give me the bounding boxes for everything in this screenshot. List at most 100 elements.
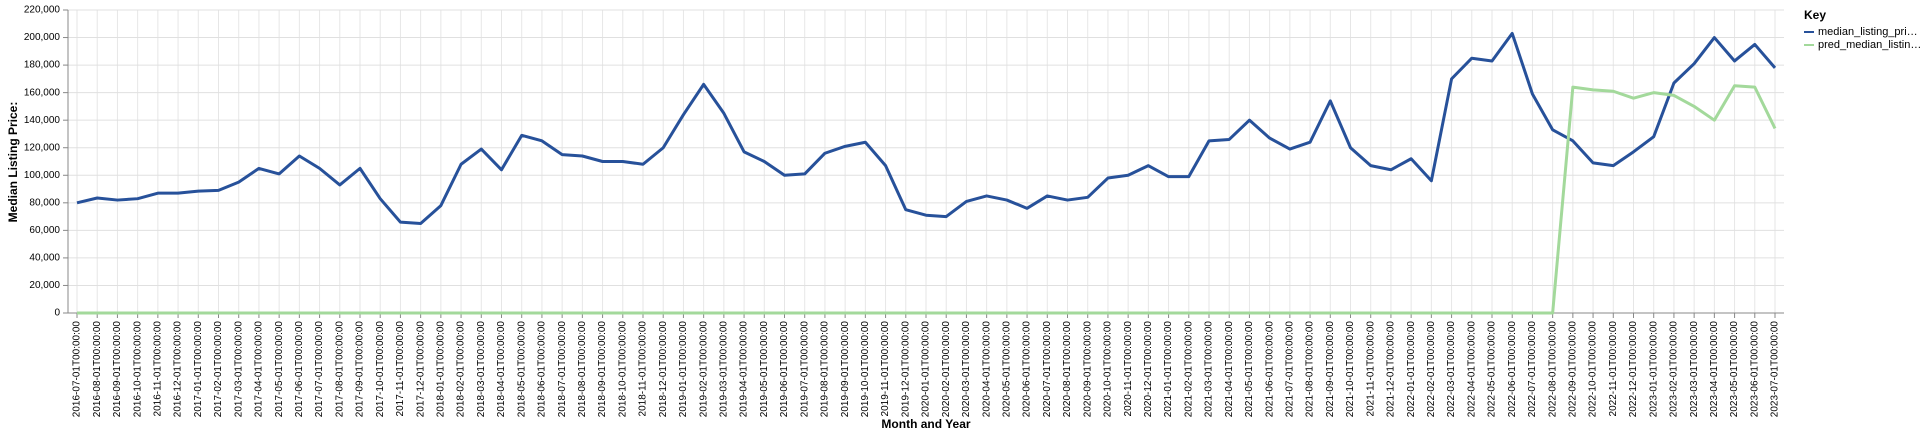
x-tick-label: 2021-11-01T00:00:00 bbox=[1365, 321, 1376, 417]
x-tick-label: 2023-03-01T00:00:00 bbox=[1689, 321, 1700, 418]
x-tick-label: 2018-06-01T00:00:00 bbox=[537, 321, 548, 418]
x-tick-label: 2022-10-01T00:00:00 bbox=[1588, 321, 1599, 418]
x-tick-label: 2021-07-01T00:00:00 bbox=[1284, 321, 1295, 418]
x-tick-label: 2021-02-01T00:00:00 bbox=[1183, 321, 1194, 418]
x-tick-label: 2022-05-01T00:00:00 bbox=[1487, 321, 1498, 418]
y-axis-title: Median Listing Price: bbox=[6, 102, 20, 223]
x-tick-label: 2021-06-01T00:00:00 bbox=[1264, 321, 1275, 418]
series-line bbox=[76, 31, 1777, 225]
x-tick-label: 2019-12-01T00:00:00 bbox=[900, 321, 911, 418]
x-tick-label: 2016-10-01T00:00:00 bbox=[132, 321, 143, 418]
x-tick-label: 2017-09-01T00:00:00 bbox=[355, 321, 366, 418]
x-tick-label: 2022-03-01T00:00:00 bbox=[1446, 321, 1457, 418]
y-tick-label: 180,000 bbox=[24, 60, 61, 71]
x-tick-label: 2022-11-01T00:00:00 bbox=[1608, 321, 1619, 417]
x-tick-label: 2018-07-01T00:00:00 bbox=[557, 321, 568, 418]
x-tick-label: 2019-11-01T00:00:00 bbox=[880, 321, 891, 417]
x-tick-label: 2020-12-01T00:00:00 bbox=[1143, 321, 1154, 418]
y-tick-label: 160,000 bbox=[24, 87, 61, 98]
x-tick-label: 2018-10-01T00:00:00 bbox=[617, 321, 628, 418]
y-tick-label: 220,000 bbox=[24, 5, 61, 16]
x-tick-label: 2023-06-01T00:00:00 bbox=[1749, 321, 1760, 418]
y-tick-label: 80,000 bbox=[29, 197, 60, 208]
x-tick-label: 2018-09-01T00:00:00 bbox=[597, 321, 608, 418]
x-tick-label: 2021-12-01T00:00:00 bbox=[1386, 321, 1397, 418]
x-tick-label: 2021-08-01T00:00:00 bbox=[1305, 321, 1316, 418]
legend-label: pred_median_listin… bbox=[1818, 39, 1920, 51]
series-line bbox=[77, 84, 1777, 315]
x-tick-label: 2016-09-01T00:00:00 bbox=[112, 321, 123, 418]
x-tick-label: 2017-04-01T00:00:00 bbox=[254, 321, 265, 418]
x-tick-label: 2020-11-01T00:00:00 bbox=[1123, 321, 1134, 417]
x-tick-label: 2022-07-01T00:00:00 bbox=[1527, 321, 1538, 418]
x-tick-label: 2021-01-01T00:00:00 bbox=[1163, 321, 1174, 418]
x-tick-label: 2022-04-01T00:00:00 bbox=[1466, 321, 1477, 418]
x-tick-label: 2019-02-01T00:00:00 bbox=[698, 321, 709, 418]
x-tick-label: 2020-05-01T00:00:00 bbox=[1001, 321, 1012, 418]
x-tick-label: 2022-02-01T00:00:00 bbox=[1426, 321, 1437, 418]
x-tick-label: 2018-04-01T00:00:00 bbox=[496, 321, 507, 418]
x-tick-label: 2021-10-01T00:00:00 bbox=[1345, 321, 1356, 418]
x-tick-label: 2016-07-01T00:00:00 bbox=[72, 321, 83, 418]
x-tick-label: 2021-03-01T00:00:00 bbox=[1204, 321, 1215, 418]
x-tick-label: 2020-06-01T00:00:00 bbox=[1022, 321, 1033, 418]
x-tick-label: 2017-06-01T00:00:00 bbox=[294, 321, 305, 418]
x-tick-label: 2017-01-01T00:00:00 bbox=[193, 321, 204, 418]
x-tick-label: 2023-05-01T00:00:00 bbox=[1729, 321, 1740, 418]
x-tick-label: 2017-10-01T00:00:00 bbox=[375, 321, 386, 418]
x-tick-label: 2019-07-01T00:00:00 bbox=[799, 321, 810, 418]
x-tick-label: 2020-09-01T00:00:00 bbox=[1082, 321, 1093, 418]
x-tick-label: 2018-08-01T00:00:00 bbox=[577, 321, 588, 418]
x-tick-label: 2020-03-01T00:00:00 bbox=[961, 321, 972, 418]
x-tick-label: 2021-05-01T00:00:00 bbox=[1244, 321, 1255, 418]
x-tick-label: 2023-02-01T00:00:00 bbox=[1669, 321, 1680, 418]
x-tick-label: 2017-03-01T00:00:00 bbox=[233, 321, 244, 418]
legend-label: median_listing_pri… bbox=[1818, 26, 1918, 38]
x-tick-label: 2021-04-01T00:00:00 bbox=[1224, 321, 1235, 418]
legend-title: Key bbox=[1804, 8, 1826, 22]
x-axis-title: Month and Year bbox=[881, 417, 970, 431]
x-tick-label: 2022-12-01T00:00:00 bbox=[1628, 321, 1639, 418]
x-tick-label: 2019-01-01T00:00:00 bbox=[678, 321, 689, 418]
x-tick-label: 2020-07-01T00:00:00 bbox=[1042, 321, 1053, 418]
x-tick-label: 2022-06-01T00:00:00 bbox=[1507, 321, 1518, 418]
x-tick-label: 2022-08-01T00:00:00 bbox=[1547, 321, 1558, 418]
x-tick-label: 2023-01-01T00:00:00 bbox=[1648, 321, 1659, 418]
x-tick-label: 2018-12-01T00:00:00 bbox=[658, 321, 669, 418]
x-tick-label: 2018-05-01T00:00:00 bbox=[516, 321, 527, 418]
x-tick-label: 2017-05-01T00:00:00 bbox=[274, 321, 285, 418]
x-tick-label: 2019-08-01T00:00:00 bbox=[820, 321, 831, 418]
y-tick-label: 0 bbox=[54, 308, 60, 319]
x-tick-label: 2020-08-01T00:00:00 bbox=[1062, 321, 1073, 418]
x-tick-label: 2022-09-01T00:00:00 bbox=[1567, 321, 1578, 418]
x-tick-label: 2022-01-01T00:00:00 bbox=[1406, 321, 1417, 418]
x-tick-label: 2020-01-01T00:00:00 bbox=[921, 321, 932, 418]
x-tick-label: 2017-07-01T00:00:00 bbox=[314, 321, 325, 418]
x-tick-label: 2017-11-01T00:00:00 bbox=[395, 321, 406, 417]
x-tick-label: 2019-06-01T00:00:00 bbox=[779, 321, 790, 418]
x-tick-label: 2018-11-01T00:00:00 bbox=[638, 321, 649, 417]
x-tick-label: 2021-09-01T00:00:00 bbox=[1325, 321, 1336, 418]
x-tick-label: 2023-04-01T00:00:00 bbox=[1709, 321, 1720, 418]
y-tick-label: 60,000 bbox=[29, 225, 60, 236]
x-tick-label: 2020-02-01T00:00:00 bbox=[941, 321, 952, 418]
y-tick-label: 140,000 bbox=[24, 115, 61, 126]
y-tick-label: 100,000 bbox=[24, 170, 61, 181]
x-tick-label: 2016-11-01T00:00:00 bbox=[152, 321, 163, 417]
x-tick-label: 2016-08-01T00:00:00 bbox=[92, 321, 103, 418]
x-tick-label: 2020-10-01T00:00:00 bbox=[1103, 321, 1114, 418]
x-tick-label: 2019-10-01T00:00:00 bbox=[860, 321, 871, 418]
x-tick-label: 2017-12-01T00:00:00 bbox=[415, 321, 426, 418]
y-tick-label: 200,000 bbox=[24, 32, 61, 43]
x-tick-label: 2017-08-01T00:00:00 bbox=[334, 321, 345, 418]
x-tick-label: 2019-05-01T00:00:00 bbox=[759, 321, 770, 418]
x-tick-label: 2016-12-01T00:00:00 bbox=[173, 321, 184, 418]
x-tick-label: 2019-03-01T00:00:00 bbox=[718, 321, 729, 418]
x-tick-label: 2017-02-01T00:00:00 bbox=[213, 321, 224, 418]
y-tick-label: 40,000 bbox=[29, 253, 60, 264]
y-tick-label: 20,000 bbox=[29, 280, 60, 291]
x-tick-label: 2019-04-01T00:00:00 bbox=[739, 321, 750, 418]
x-tick-label: 2023-07-01T00:00:00 bbox=[1770, 321, 1781, 418]
